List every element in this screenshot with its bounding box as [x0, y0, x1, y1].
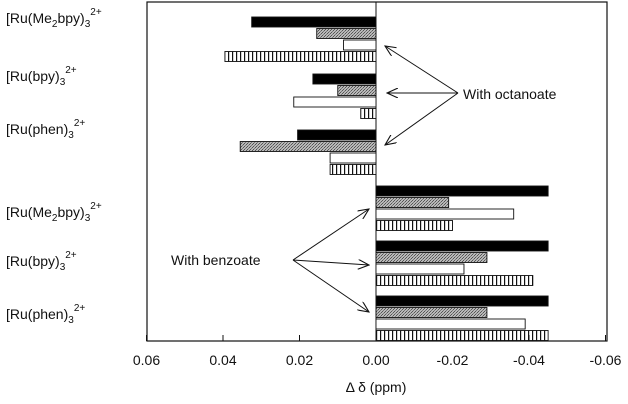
benzoate-arrow-2: [292, 260, 369, 265]
bar-group-3-solid: [375, 185, 549, 197]
octanoate-arrow-1: [385, 46, 459, 94]
octanoate-label: With octanoate: [463, 86, 557, 102]
bar-group-5-open: [375, 318, 526, 330]
benzoate-arrow-3: [292, 259, 369, 312]
bar-group-4-open: [375, 263, 465, 275]
octanoate-arrow-3: [385, 92, 459, 145]
x-axis-ticks: 0.06 0.04 0.02 0.00 -0.02 -0.04 -0.06: [133, 335, 622, 368]
bar-group-0-open: [343, 39, 377, 51]
benzoate-label: With benzoate: [171, 252, 261, 268]
category-label-5: [Ru(phen)32+: [6, 303, 85, 326]
category-label-0: [Ru(Me2bpy)32+: [6, 7, 102, 30]
bar-group-5-solid: [375, 295, 549, 307]
bar-group-1-solid: [312, 73, 377, 85]
category-label-4: [Ru(bpy)32+: [6, 250, 77, 273]
x-tick-label: 0.00: [362, 352, 389, 368]
bar-group-1-open: [293, 96, 377, 108]
bar-group-3-hatched: [375, 220, 453, 231]
bar-group-4-hatched: [375, 275, 534, 286]
x-tick-label: -0.02: [437, 352, 469, 368]
bar-group-2-hatched: [329, 164, 377, 175]
x-tick-label: 0.02: [286, 352, 313, 368]
x-tick-label: -0.04: [513, 352, 545, 368]
category-label-3: [Ru(Me2bpy)32+: [6, 201, 102, 224]
bar-group-3-stippled: [375, 197, 450, 208]
bar-group-2-open: [329, 152, 377, 164]
bar-group-1-hatched: [360, 108, 377, 119]
bar-group-2-solid: [297, 129, 377, 141]
benzoate-annotation: With benzoate: [171, 209, 369, 312]
octanoate-annotation: With octanoate: [385, 46, 557, 145]
bar-group-5-hatched: [375, 330, 549, 341]
category-label-1: [Ru(bpy)32+: [6, 65, 77, 88]
benzoate-arrow-1: [292, 209, 369, 261]
x-tick-label: -0.06: [590, 352, 622, 368]
x-tick-label: 0.06: [133, 352, 160, 368]
category-labels: [Ru(Me2bpy)32+ [Ru(bpy)32+ [Ru(phen)32+ [Ru…: [6, 7, 102, 326]
bar-group-0-solid: [251, 16, 377, 28]
category-label-2: [Ru(phen)32+: [6, 118, 85, 141]
bar-group-0-stippled: [316, 28, 377, 39]
bar-group-3-open: [375, 208, 515, 220]
plot-frame: [146, 1, 608, 342]
bar-group-5-stippled: [375, 307, 488, 318]
bar-group-4-stippled: [375, 252, 488, 263]
x-axis-title: Δ δ (ppm): [346, 379, 407, 395]
bar-group-1-stippled: [337, 85, 377, 96]
bar-group-2-stippled: [239, 141, 377, 152]
bar-group-0-hatched: [224, 51, 377, 62]
x-tick-label: 0.04: [209, 352, 236, 368]
bar-group-4-solid: [375, 240, 549, 252]
bars: [224, 16, 549, 341]
